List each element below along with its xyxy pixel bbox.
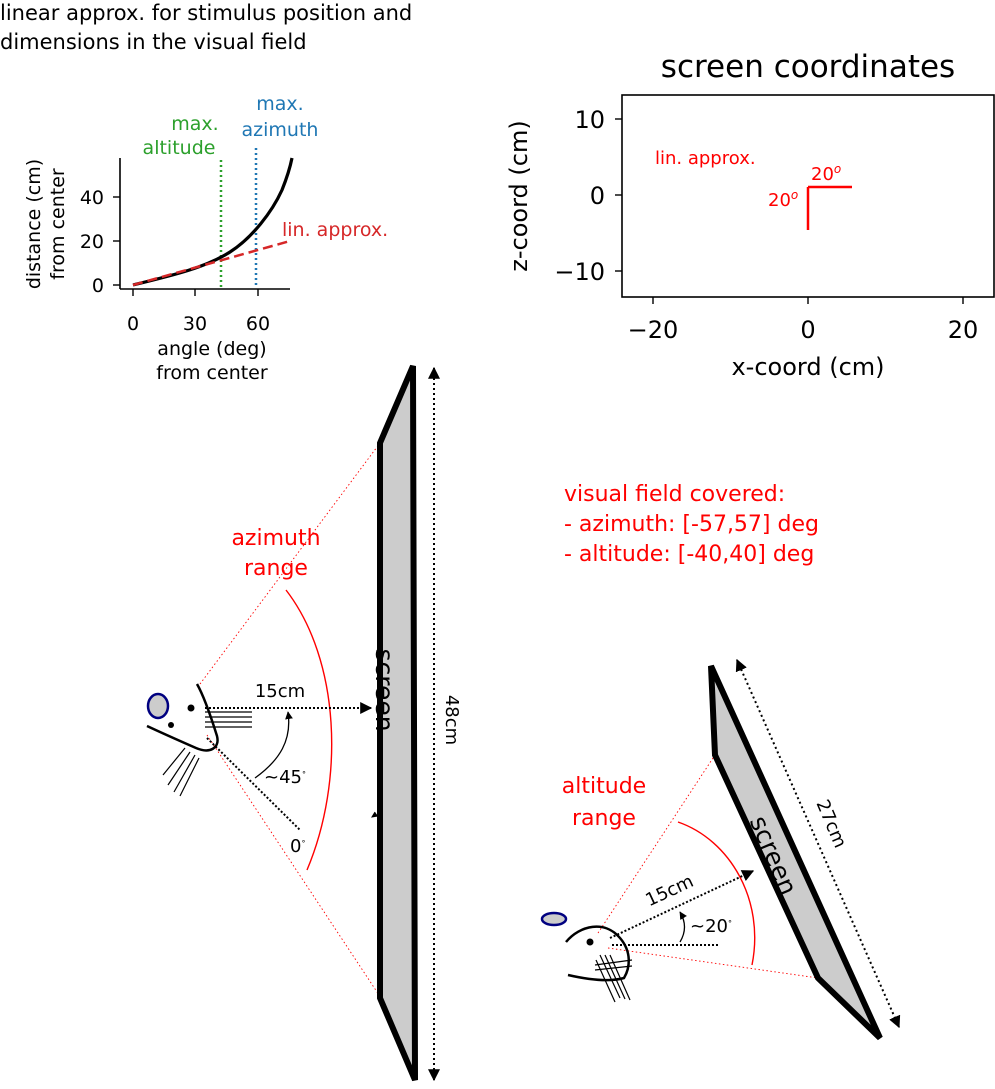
screen-plot-xtick-0: 0: [800, 316, 815, 344]
azimuth-size-label: 48cm: [441, 695, 462, 745]
max-altitude-label-1: max.: [171, 113, 218, 135]
altitude-range-label-2: range: [572, 806, 636, 831]
mouse-whiskers: [594, 954, 633, 1003]
azimuth-small-tick: [371, 811, 379, 818]
field-covered-title: visual field covered:: [564, 482, 785, 507]
lin-approx-line: [132, 239, 291, 287]
left-plot-xtick-30: 30: [183, 313, 207, 335]
altitude-angle-label: ~20°: [690, 916, 732, 937]
azimuth-range-arc: [285, 589, 333, 871]
left-plot-xlabel-1: angle (deg): [157, 338, 266, 360]
left-plot-ytick-20: 20: [80, 231, 104, 253]
field-covered-altitude: - altitude: [-40,40] deg: [564, 542, 814, 567]
left-plot-xlabel-2: from center: [156, 362, 268, 384]
screen-plot-ylabel: z-coord (cm): [505, 120, 533, 271]
left-plot-ylabel-1: distance (cm): [23, 159, 45, 289]
azimuth-distance-label: 15cm: [255, 681, 305, 702]
mouse-side-view: [540, 911, 633, 1003]
max-azimuth-label-1: max.: [256, 93, 303, 115]
mouse-ear-icon: [540, 911, 568, 927]
max-altitude-label-2: altitude: [143, 137, 216, 159]
altitude-range-arc: [677, 821, 756, 966]
azimuth-zero-line: [206, 737, 301, 831]
altitude-size-arrow: [735, 658, 901, 1029]
screen-plot-ytick-10: 10: [574, 106, 605, 134]
azimuth-angle-arc: [254, 711, 293, 779]
left-plot-xtick-60: 60: [246, 313, 270, 335]
header-line-1: linear approx. for stimulus position and: [0, 1, 412, 25]
mouse-eye-icon: [586, 938, 594, 946]
mouse-ear-icon: [146, 692, 170, 720]
altitude-screen: [708, 664, 883, 1041]
screen-coordinates-plot: screen coordinates 10 0 −10 −20 0 20 x-c…: [505, 49, 995, 381]
mouse-top-view: [146, 683, 252, 797]
left-plot-ylabel-2: from center: [47, 168, 69, 280]
distance-curve: [132, 157, 294, 287]
azimuth-screen: [377, 364, 418, 1082]
header-line-2: dimensions in the visual field: [0, 30, 307, 54]
screen-plot-xtick-neg20: −20: [628, 316, 679, 344]
screen-plot-ytick-0: 0: [590, 182, 605, 210]
screen-plot-title: screen coordinates: [661, 49, 955, 85]
mouse-eye-icon: [187, 704, 195, 712]
left-plot-ytick-0: 0: [92, 275, 104, 297]
field-covered-azimuth: - azimuth: [-57,57] deg: [564, 512, 819, 537]
screen-plot-xlabel: x-coord (cm): [731, 353, 884, 381]
altitude-distance-label: 15cm: [642, 871, 697, 911]
azimuth-diagram: screen 48cm azimuth range 15cm ~45° 0°: [146, 364, 462, 1082]
left-plot-ytick-40: 40: [80, 187, 104, 209]
mouse-head-outline: [565, 925, 630, 982]
altitude-angle-arc: [679, 911, 687, 943]
mouse-whiskers: [162, 711, 252, 797]
azimuth-angle-label: ~45°: [264, 767, 306, 788]
screen-plot-lin-label: lin. approx.: [655, 148, 756, 169]
azimuth-zero-label: 0°: [290, 836, 305, 857]
vertical-20deg-label: 20o: [768, 188, 798, 211]
screen-plot-ytick-neg10: −10: [554, 258, 605, 286]
altitude-fov-bottom: [607, 947, 819, 979]
altitude-size-label: 27cm: [812, 797, 851, 852]
mouse-nose-icon: [168, 722, 174, 728]
azimuth-range-label-2: range: [244, 556, 308, 581]
altitude-range-label-1: altitude: [562, 774, 646, 799]
left-plot-xtick-0: 0: [127, 313, 139, 335]
altitude-diagram: screen 27cm altitude range 15cm ~20°: [540, 658, 901, 1041]
horizontal-20deg-label: 20o: [811, 162, 841, 185]
screen-plot-xtick-20: 20: [948, 316, 979, 344]
left-plot: 0 20 40 0 30 60 angle (deg) from center …: [23, 93, 388, 384]
lin-approx-label: lin. approx.: [282, 219, 388, 241]
azimuth-fov-bottom: [206, 734, 382, 999]
azimuth-screen-label: screen: [370, 648, 399, 731]
azimuth-range-label-1: azimuth: [231, 526, 320, 551]
mouse-head-outline: [146, 683, 219, 752]
max-azimuth-label-2: azimuth: [242, 119, 319, 141]
